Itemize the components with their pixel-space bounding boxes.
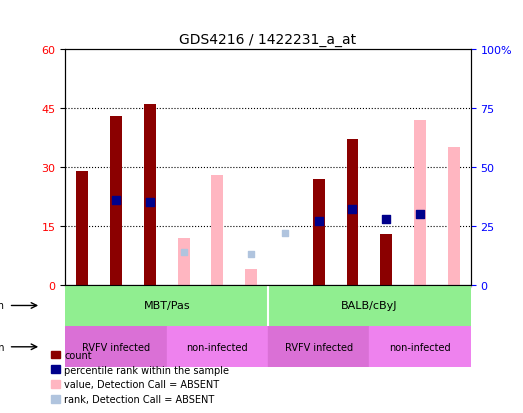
Bar (268, 285, 302, 287)
FancyBboxPatch shape (303, 290, 334, 325)
Bar (369, 285, 403, 287)
FancyBboxPatch shape (270, 290, 300, 325)
Bar (110, 116, 122, 285)
Bar (437, 285, 471, 287)
Bar (144, 104, 156, 285)
Bar (167, 285, 200, 287)
Text: strain: strain (0, 301, 5, 311)
Point (247, 251, 255, 258)
Bar (448, 148, 460, 285)
Text: infection: infection (0, 342, 5, 352)
FancyBboxPatch shape (337, 290, 368, 325)
Bar (167, 326, 268, 368)
Text: non-infected: non-infected (187, 342, 248, 352)
Text: non-infected: non-infected (389, 342, 451, 352)
Legend: count, percentile rank within the sample, value, Detection Call = ABSENT, rank, : count, percentile rank within the sample… (47, 346, 233, 408)
Bar (211, 175, 223, 285)
FancyBboxPatch shape (134, 290, 165, 325)
Point (179, 249, 188, 256)
Point (382, 216, 391, 223)
Bar (414, 120, 426, 285)
Bar (65, 285, 268, 326)
Point (145, 199, 154, 206)
Bar (245, 269, 257, 285)
Bar (268, 285, 471, 326)
Bar (65, 326, 167, 368)
FancyBboxPatch shape (439, 290, 469, 325)
Bar (380, 234, 392, 285)
Title: GDS4216 / 1422231_a_at: GDS4216 / 1422231_a_at (179, 33, 357, 47)
FancyBboxPatch shape (202, 290, 233, 325)
Bar (133, 285, 167, 287)
FancyBboxPatch shape (168, 290, 199, 325)
FancyBboxPatch shape (67, 290, 97, 325)
FancyBboxPatch shape (405, 290, 435, 325)
Bar (268, 326, 369, 368)
Bar (178, 238, 189, 285)
Bar (403, 285, 437, 287)
Bar (313, 179, 325, 285)
FancyBboxPatch shape (371, 290, 402, 325)
Text: RVFV infected: RVFV infected (285, 342, 353, 352)
Bar (65, 285, 99, 287)
Text: BALB/cByJ: BALB/cByJ (341, 301, 397, 311)
Point (112, 197, 120, 204)
Bar (302, 285, 336, 287)
Point (416, 211, 424, 218)
Point (314, 218, 323, 225)
Bar (336, 285, 369, 287)
FancyBboxPatch shape (236, 290, 266, 325)
Bar (369, 326, 471, 368)
Bar (76, 171, 88, 285)
Point (281, 230, 289, 237)
Bar (234, 285, 268, 287)
Bar (347, 140, 358, 285)
FancyBboxPatch shape (101, 290, 131, 325)
Bar (99, 285, 133, 287)
Text: RVFV infected: RVFV infected (82, 342, 150, 352)
Text: MBT/Pas: MBT/Pas (143, 301, 190, 311)
Bar (200, 285, 234, 287)
Point (348, 206, 357, 213)
